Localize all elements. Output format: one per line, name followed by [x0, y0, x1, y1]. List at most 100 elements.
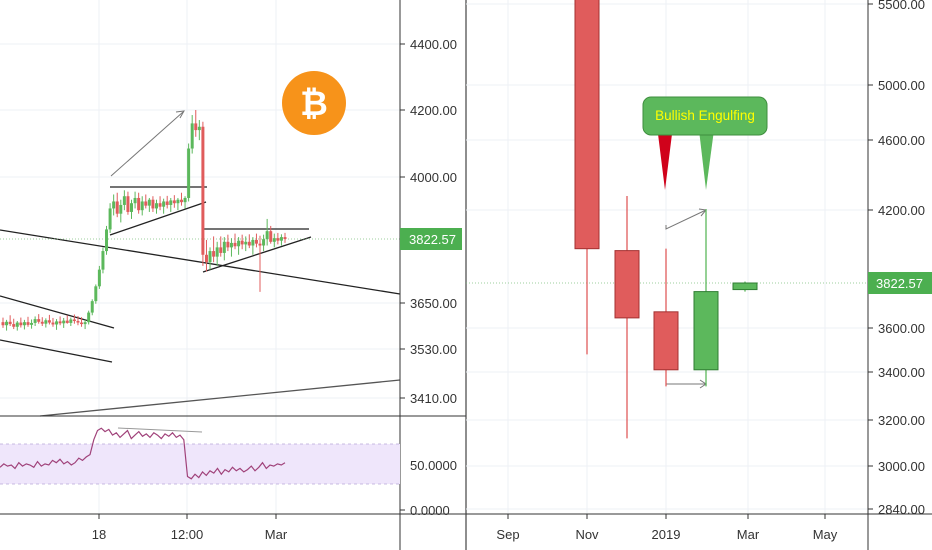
- left-candle: [65, 315, 69, 324]
- right-candles: [574, 0, 758, 439]
- left-time-tick: 18: [92, 527, 106, 542]
- left-candle: [215, 241, 219, 266]
- left-candle: [140, 196, 144, 216]
- left-candle: [212, 236, 216, 263]
- left-candle: [204, 239, 208, 272]
- left-candle: [40, 317, 44, 326]
- projection-arrow-head: [175, 110, 185, 119]
- left-candle: [105, 225, 109, 255]
- left-last-price-label: 3822.57: [409, 232, 456, 247]
- left-candle: [165, 195, 169, 209]
- left-candle: [151, 196, 155, 212]
- left-candle: [19, 317, 23, 328]
- left-candle: [147, 197, 151, 212]
- right-price-axis: 5500.00 5000.00 4600.00 4200.00 3600.00 3400.…: [868, 0, 925, 517]
- left-time-tick: Mar: [265, 527, 288, 542]
- left-candle: [83, 319, 87, 330]
- left-candle: [276, 232, 280, 245]
- callout-red-pointer: [658, 134, 672, 190]
- left-candle: [237, 237, 241, 255]
- left-candle: [226, 234, 230, 252]
- left-candle: [201, 121, 205, 266]
- left-candle: [254, 233, 258, 248]
- left-candle: [112, 194, 116, 216]
- right-time-tick: 2019: [652, 527, 681, 542]
- bitcoin-glyph: ₿: [300, 84, 328, 124]
- left-candle: [37, 314, 41, 324]
- left-candle: [222, 237, 226, 261]
- bitcoin-logo: ₿: [282, 71, 346, 135]
- left-candle: [133, 191, 137, 209]
- right-time-tick: May: [813, 527, 838, 542]
- bullish-engulfing-callout: Bullish Engulfing: [642, 96, 768, 190]
- left-candle: [162, 198, 166, 214]
- left-candle: [87, 310, 91, 325]
- left-candle: [44, 318, 48, 328]
- left-candle: [179, 192, 183, 206]
- left-candle: [208, 247, 212, 270]
- right-price-tick: 2840.00: [878, 502, 925, 517]
- bracket-top: [665, 209, 707, 230]
- left-price-axis: 4400.00 4200.00 4000.00 3650.00 3530.00 3410.…: [400, 37, 457, 406]
- left-candle: [258, 235, 262, 292]
- left-candle: [122, 190, 126, 211]
- right-price-tick: 3200.00: [878, 413, 925, 428]
- bitcoin-icon: [282, 71, 346, 135]
- left-candle: [194, 110, 198, 137]
- left-candle: [154, 199, 158, 214]
- left-candle: [233, 233, 237, 250]
- left-candle: [130, 199, 134, 219]
- left-candle: [219, 236, 223, 257]
- flag-support-left: [109, 201, 207, 236]
- left-candle: [269, 225, 273, 244]
- left-candle: [244, 236, 248, 252]
- left-time-tick: 12:00: [171, 527, 204, 542]
- left-price-tick: 4200.00: [410, 103, 457, 118]
- left-candle: [247, 234, 251, 249]
- left-candle: [229, 238, 233, 257]
- long-ascending-trendline: [39, 379, 401, 417]
- flag-support-right: [202, 236, 312, 273]
- left-candle: [126, 191, 130, 215]
- left-price-tick: 4000.00: [410, 170, 457, 185]
- right-gridlines: [466, 0, 868, 514]
- left-candle: [26, 316, 30, 327]
- rsi-pane: 50.0000 0.0000: [0, 427, 466, 518]
- left-candle: [72, 314, 76, 324]
- left-candle: [283, 232, 287, 243]
- left-candle: [55, 319, 59, 330]
- left-candle: [69, 317, 73, 326]
- right-price-tick: 3600.00: [878, 321, 925, 336]
- left-candle: [51, 317, 55, 327]
- right-time-tick: Nov: [575, 527, 599, 542]
- left-candle: [172, 195, 176, 208]
- right-price-tick: 4600.00: [878, 133, 925, 148]
- left-candle: [108, 203, 112, 233]
- left-candle: [190, 115, 194, 154]
- left-trendlines: [0, 110, 401, 417]
- left-candle: [12, 318, 16, 330]
- callout-box: [642, 96, 768, 136]
- left-candle: [115, 192, 119, 218]
- left-candle: [22, 319, 26, 330]
- left-candle: [137, 192, 141, 214]
- left-candle: [265, 218, 269, 246]
- left-candle: [144, 194, 148, 209]
- left-candle: [5, 319, 9, 331]
- rsi-line: [0, 427, 286, 480]
- left-candles: [1, 110, 287, 331]
- left-price-tag: 3822.57: [400, 228, 462, 250]
- left-candle: [97, 265, 101, 289]
- projection-arrow: [110, 111, 184, 177]
- right-time-tick: Mar: [737, 527, 760, 542]
- left-candle: [262, 234, 266, 252]
- left-time-axis: 18 12:00 Mar: [92, 514, 288, 542]
- right-last-price-label: 3822.57: [876, 276, 923, 291]
- left-candle: [62, 317, 66, 328]
- left-candle: [94, 284, 98, 304]
- right-price-tick: 3000.00: [878, 459, 925, 474]
- right-candle: [653, 248, 679, 387]
- left-price-tick: 3650.00: [410, 296, 457, 311]
- right-price-tick: 3400.00: [878, 365, 925, 380]
